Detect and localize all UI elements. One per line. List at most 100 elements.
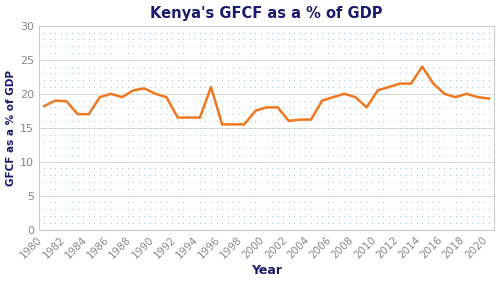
Point xyxy=(162,78,170,82)
Point xyxy=(440,78,448,82)
Point xyxy=(279,220,287,225)
Point xyxy=(374,166,382,171)
Point xyxy=(52,78,60,82)
Point xyxy=(290,98,298,103)
Point xyxy=(168,146,176,150)
Point xyxy=(296,186,304,191)
Point xyxy=(474,227,482,232)
Point xyxy=(335,112,343,116)
Point xyxy=(385,85,393,89)
Point xyxy=(430,71,438,76)
Point xyxy=(79,166,87,171)
Point xyxy=(385,159,393,164)
Point xyxy=(162,91,170,96)
Point xyxy=(96,64,104,69)
Point xyxy=(302,180,310,184)
Point xyxy=(157,112,165,116)
Point xyxy=(112,51,120,55)
Point xyxy=(285,71,293,76)
Point xyxy=(435,85,443,89)
Point xyxy=(362,166,370,171)
Point xyxy=(385,227,393,232)
Point xyxy=(196,64,204,69)
Point xyxy=(152,214,160,218)
Point xyxy=(157,132,165,137)
Point xyxy=(257,180,265,184)
Point xyxy=(157,23,165,28)
Point xyxy=(252,125,260,130)
Point xyxy=(296,30,304,35)
Point xyxy=(485,186,493,191)
Point xyxy=(185,153,193,157)
Point xyxy=(252,186,260,191)
Point xyxy=(480,119,488,123)
Point xyxy=(402,105,409,110)
Point xyxy=(246,64,254,69)
Point xyxy=(485,30,493,35)
Point xyxy=(46,78,54,82)
Point xyxy=(462,173,470,177)
Point xyxy=(235,214,243,218)
Point xyxy=(357,30,365,35)
Point xyxy=(46,51,54,55)
Point xyxy=(335,85,343,89)
Point xyxy=(74,98,82,103)
Point xyxy=(490,159,498,164)
Point xyxy=(235,173,243,177)
Point xyxy=(140,173,148,177)
Point xyxy=(340,220,348,225)
Point xyxy=(190,132,198,137)
Point xyxy=(340,57,348,62)
Point xyxy=(179,30,187,35)
Point xyxy=(274,119,281,123)
Point xyxy=(52,91,60,96)
Point xyxy=(140,159,148,164)
Point xyxy=(74,71,82,76)
Point xyxy=(146,193,154,198)
Point xyxy=(357,207,365,211)
Point xyxy=(96,200,104,205)
Point xyxy=(452,153,460,157)
Point xyxy=(296,98,304,103)
Point xyxy=(118,207,126,211)
Point xyxy=(490,91,498,96)
Point xyxy=(407,23,415,28)
Point xyxy=(279,186,287,191)
Point xyxy=(52,193,60,198)
Point xyxy=(368,71,376,76)
Point xyxy=(468,57,476,62)
Point xyxy=(357,186,365,191)
Point xyxy=(424,207,432,211)
Point xyxy=(96,132,104,137)
Point xyxy=(257,37,265,42)
Point xyxy=(62,173,70,177)
Point xyxy=(229,30,237,35)
Point xyxy=(302,98,310,103)
Point xyxy=(102,98,110,103)
Point xyxy=(318,85,326,89)
Point xyxy=(62,220,70,225)
Point xyxy=(174,71,182,76)
Point xyxy=(68,146,76,150)
Point xyxy=(462,220,470,225)
Point xyxy=(74,112,82,116)
Point xyxy=(57,98,65,103)
Point xyxy=(296,200,304,205)
Point xyxy=(457,146,465,150)
Point xyxy=(279,132,287,137)
Point xyxy=(362,91,370,96)
Point xyxy=(202,153,209,157)
Point xyxy=(307,132,315,137)
Point xyxy=(202,112,209,116)
Point xyxy=(84,71,92,76)
Point xyxy=(307,200,315,205)
Point xyxy=(490,153,498,157)
Point xyxy=(490,98,498,103)
Point xyxy=(157,91,165,96)
Point xyxy=(352,125,360,130)
Point xyxy=(134,57,142,62)
Point xyxy=(474,132,482,137)
Point xyxy=(424,23,432,28)
Point xyxy=(290,112,298,116)
Point xyxy=(157,44,165,48)
